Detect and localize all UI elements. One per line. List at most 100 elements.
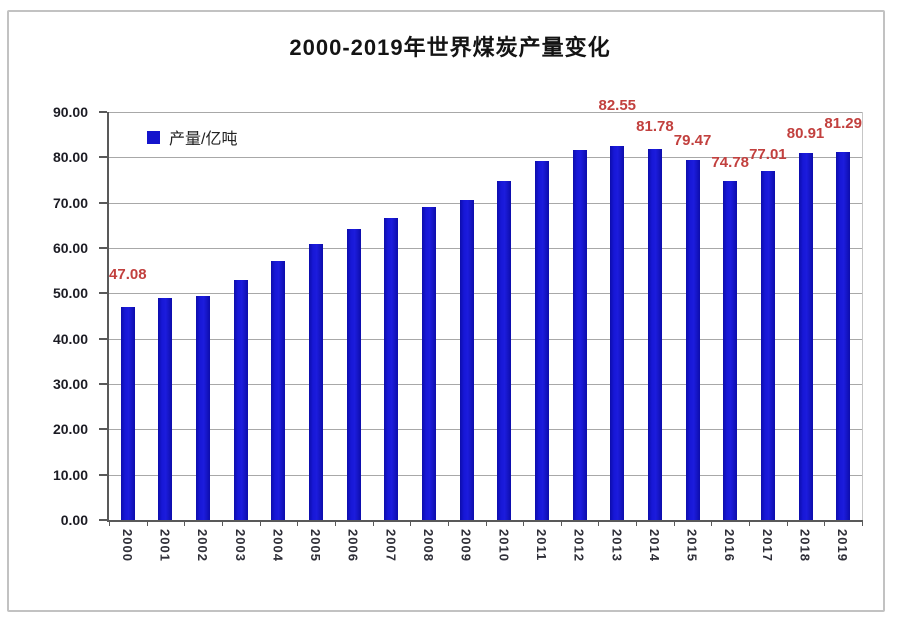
bar-2004 — [271, 260, 286, 520]
data-label-2013: 82.55 — [598, 96, 637, 114]
bar-2010 — [497, 181, 512, 520]
bar-2017 — [760, 170, 775, 520]
bar-column-2011: 2011 — [523, 112, 561, 561]
bar-column-2004: 2004 — [260, 112, 298, 562]
x-axis-label-2003: 2003 — [232, 529, 248, 562]
data-label-2000: 47.08 — [109, 265, 147, 283]
gridline — [109, 202, 862, 204]
bar-2014 — [647, 149, 662, 520]
y-axis-tick — [99, 383, 107, 385]
bar-2018 — [798, 153, 813, 520]
y-axis-label: 0.00 — [60, 512, 88, 528]
x-axis-label-2014: 2014 — [646, 529, 662, 562]
x-axis-tick — [146, 520, 148, 526]
x-axis-tick — [673, 520, 675, 526]
x-axis-label-2004: 2004 — [270, 529, 286, 562]
bar-column-2003: 2003 — [222, 112, 260, 562]
y-axis-label: 60.00 — [52, 240, 88, 256]
bar-column-2000: 47.08 2000 — [109, 112, 147, 562]
bar-2000 — [120, 306, 135, 520]
data-label-2019: 81.29 — [824, 114, 862, 132]
x-axis-tick — [824, 520, 826, 526]
y-axis-tick — [99, 156, 107, 159]
y-axis-tick — [99, 473, 107, 476]
bar-column-2007: 2007 — [373, 112, 411, 562]
x-axis-label-2008: 2008 — [421, 529, 436, 562]
bar-2003 — [233, 279, 248, 520]
bar-column-2014: 81.78 2014 — [636, 112, 674, 562]
bar-column-2013: 82.55 2013 — [598, 97, 636, 562]
gridline — [109, 248, 862, 249]
bar-column-2015: 79.47 2015 — [674, 112, 712, 562]
x-axis-label-2001: 2001 — [157, 529, 173, 562]
y-axis-tick — [99, 247, 107, 249]
bar-2002 — [196, 295, 211, 520]
image-border-frame — [7, 10, 885, 612]
y-axis-tick — [99, 292, 107, 295]
x-axis-tick — [598, 520, 600, 526]
bar-column-2009: 2009 — [448, 112, 486, 562]
bar-2008 — [422, 206, 436, 520]
x-axis-tick — [334, 520, 336, 526]
y-axis-tick — [99, 428, 107, 431]
bar-2011 — [534, 160, 549, 520]
x-axis-label-2010: 2010 — [496, 529, 512, 562]
x-axis-label-2016: 2016 — [722, 529, 738, 562]
gridline — [109, 293, 862, 295]
x-axis-label-2009: 2009 — [458, 529, 474, 562]
y-axis-label: 80.00 — [52, 149, 88, 166]
x-axis-tick — [523, 520, 525, 526]
bar-2013 — [610, 145, 625, 520]
legend: 产量/亿吨 — [147, 125, 237, 149]
x-axis-tick — [749, 520, 751, 526]
x-axis-label-2007: 2007 — [383, 529, 399, 562]
x-axis-label-2000: 2000 — [119, 529, 135, 562]
y-axis-label: 90.00 — [52, 104, 88, 120]
gridline — [109, 157, 862, 159]
bar-2019 — [836, 151, 851, 520]
x-axis-tick — [297, 520, 299, 526]
y-axis-tick — [99, 337, 107, 340]
bar-2012 — [572, 149, 587, 520]
data-label-2016: 74.78 — [711, 154, 749, 171]
legend-label: 产量/亿吨 — [169, 131, 238, 148]
x-axis-tick — [184, 520, 186, 526]
y-axis-label: 40.00 — [52, 330, 88, 347]
x-axis-label-2011: 2011 — [533, 529, 549, 562]
bar-2016 — [723, 181, 738, 520]
bar-column-2008: 2008 — [410, 112, 448, 562]
y-axis-tick — [99, 111, 107, 113]
gridline — [109, 338, 862, 340]
y-axis-label: 50.00 — [52, 285, 88, 302]
x-axis-tick — [259, 520, 261, 526]
x-axis-tick — [221, 520, 223, 526]
legend-swatch-icon — [147, 130, 160, 144]
bar-2015 — [685, 159, 700, 520]
x-axis-tick — [786, 520, 788, 526]
x-axis-tick — [711, 520, 713, 526]
x-axis-label-2019: 2019 — [835, 529, 851, 562]
bar-column-2006: 2006 — [335, 112, 373, 562]
x-axis-label-2012: 2012 — [571, 529, 587, 562]
x-axis-tick — [636, 520, 638, 526]
y-axis-tick — [99, 201, 107, 204]
x-axis-label-2017: 2017 — [759, 529, 775, 562]
y-axis-labels: 0.00 10.00 20.00 30.00 40.00 50.00 60.00 70.00 8… — [0, 104, 98, 528]
bar-column-2018: 80.91 2018 — [786, 112, 825, 562]
x-axis-tick — [560, 520, 562, 526]
bar-2005 — [309, 243, 324, 520]
x-axis-label-2015: 2015 — [684, 529, 700, 562]
y-axis-label: 10.00 — [52, 466, 88, 483]
x-axis-tick — [447, 520, 449, 526]
x-axis-label-2013: 2013 — [609, 529, 625, 562]
x-axis-label-2006: 2006 — [345, 529, 361, 562]
bar-column-2010: 2010 — [486, 112, 524, 562]
bar-column-2016: 74.78 2016 — [711, 112, 749, 562]
x-axis-tick — [485, 520, 487, 526]
x-axis-tick — [372, 520, 374, 526]
data-label-2018: 80.91 — [786, 125, 825, 143]
bar-column-2019: 81.29 2019 — [824, 112, 862, 562]
bar-column-2001: 2001 — [147, 112, 185, 562]
plot-area: 产量/亿吨 47.08 2000 2001 2002 2003 2004 2005 2006 2… — [99, 97, 863, 562]
gridline — [109, 429, 862, 431]
